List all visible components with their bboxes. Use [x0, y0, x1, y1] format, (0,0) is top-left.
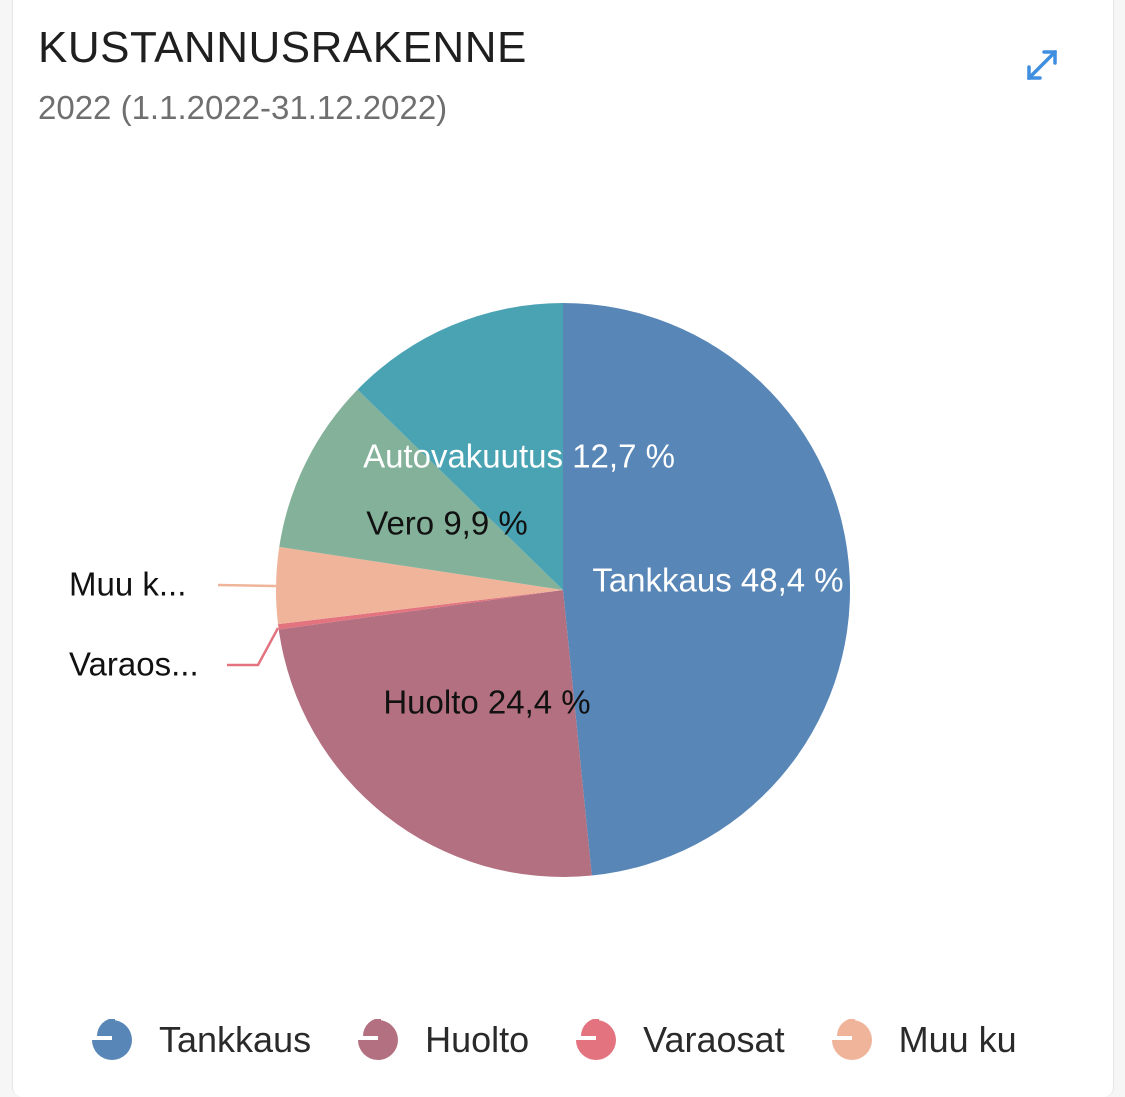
chart-legend: Tankkaus Huolto Varaosat Muu ku: [91, 1012, 1079, 1068]
leader-line-varaosat: [227, 627, 280, 667]
chart-subtitle: 2022 (1.1.2022-31.12.2022): [38, 89, 448, 126]
legend-item-huolto[interactable]: Huolto: [357, 1012, 529, 1068]
cost-structure-card: KUSTANNUSRAKENNE 2022 (1.1.2022-31.12.20…: [12, 0, 1114, 1097]
legend-item-tankkaus[interactable]: Tankkaus: [91, 1012, 311, 1068]
pie-slice-vero[interactable]: [279, 389, 563, 590]
pie-slice-tankkaus[interactable]: [563, 303, 850, 876]
legend-item-muu-ku[interactable]: Muu ku: [831, 1012, 1017, 1068]
legend-label: Muu ku: [898, 1019, 1017, 1060]
pie-chart: Tankkaus 48,4 % Huolto 24,4 % Varaos... Muu…: [69, 303, 850, 877]
pie-slice-huolto[interactable]: [278, 590, 592, 877]
expand-button[interactable]: [1013, 40, 1069, 96]
legend-label: Varaosat: [643, 1019, 785, 1060]
data-label-huolto: Huolto 24,4 %: [383, 684, 590, 721]
data-label-tankkaus: Tankkaus 48,4 %: [592, 562, 843, 599]
legend-label: Huolto: [425, 1019, 530, 1060]
data-label-autovakuutus: Autovakuutus 12,7 %: [363, 438, 675, 475]
pie-legend-icon: [576, 1019, 617, 1060]
data-label-muu-kulu: Muu k...: [69, 566, 186, 603]
legend-item-varaosat[interactable]: Varaosat: [575, 1012, 785, 1068]
pie-slice-muu-kulu[interactable]: [276, 546, 563, 625]
pie-slice-varaosat[interactable]: [278, 590, 563, 630]
leader-line-muu-kulu: [217, 583, 277, 588]
pie-legend-icon: [92, 1019, 132, 1060]
pie-slice-autovakuutus[interactable]: [357, 303, 563, 590]
legend-label: Tankkaus: [159, 1019, 312, 1060]
expand-arrows-icon: [1027, 50, 1057, 80]
data-label-varaosat: Varaos...: [69, 646, 199, 683]
chart-title: KUSTANNUSRAKENNE: [38, 23, 527, 72]
data-label-vero: Vero 9,9 %: [366, 505, 527, 542]
pie-legend-icon: [831, 1019, 872, 1060]
pie-legend-icon: [358, 1019, 399, 1060]
